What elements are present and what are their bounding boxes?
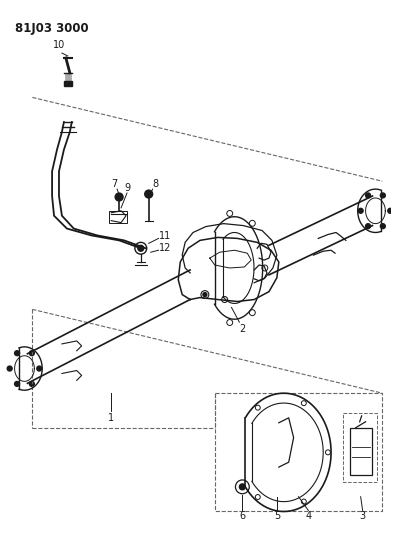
Bar	[64, 80, 72, 86]
Circle shape	[366, 224, 370, 229]
Circle shape	[203, 293, 207, 296]
Bar	[343, 413, 377, 482]
Text: 7: 7	[111, 179, 117, 189]
Circle shape	[30, 382, 34, 386]
Circle shape	[15, 351, 20, 356]
Bar	[65, 73, 71, 80]
Text: 1: 1	[108, 413, 114, 423]
Text: 11: 11	[159, 231, 171, 241]
Bar	[109, 211, 127, 223]
Circle shape	[115, 193, 123, 201]
Circle shape	[380, 224, 385, 229]
Circle shape	[380, 193, 385, 198]
Text: 9: 9	[124, 183, 130, 193]
Circle shape	[366, 193, 370, 198]
Circle shape	[388, 208, 393, 213]
Circle shape	[30, 351, 34, 356]
Text: 8: 8	[152, 179, 159, 189]
Text: 10: 10	[53, 40, 65, 50]
Text: 12: 12	[159, 243, 172, 253]
Circle shape	[145, 190, 152, 198]
Text: 81J03 3000: 81J03 3000	[15, 21, 88, 35]
Bar	[350, 427, 372, 475]
Text: 3: 3	[360, 512, 366, 521]
Circle shape	[358, 208, 363, 213]
Circle shape	[240, 484, 245, 490]
Circle shape	[138, 245, 144, 251]
Text: 5: 5	[274, 512, 280, 521]
Circle shape	[7, 366, 12, 371]
Text: 2: 2	[239, 324, 245, 334]
Circle shape	[37, 366, 42, 371]
Circle shape	[15, 382, 20, 386]
Text: 6: 6	[239, 512, 245, 521]
Text: 4: 4	[305, 512, 312, 521]
